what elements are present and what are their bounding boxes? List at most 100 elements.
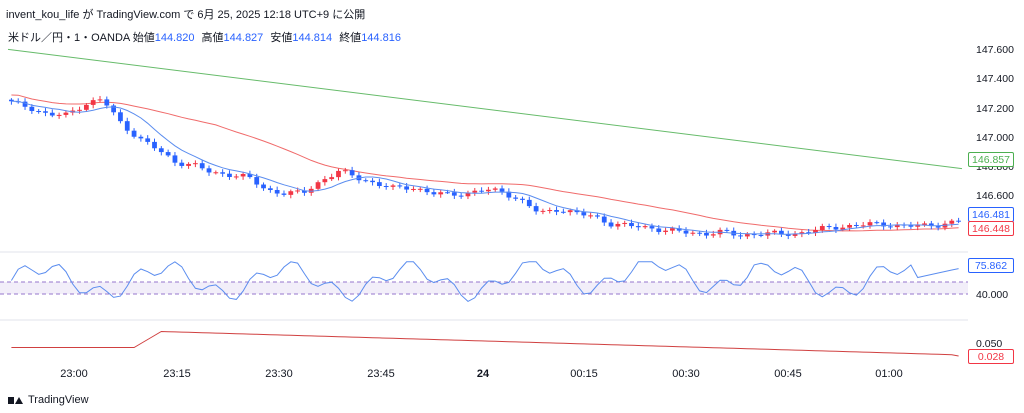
candle-body — [247, 173, 253, 178]
price-tick: 147.400 — [976, 73, 1014, 85]
candle-body — [915, 224, 921, 227]
candle-body — [390, 185, 396, 187]
candle-body — [840, 227, 846, 230]
candle-body — [574, 210, 580, 213]
price-tick: 147.200 — [976, 103, 1014, 115]
candle-body — [560, 211, 566, 213]
candle-body — [492, 188, 498, 190]
candle-body — [397, 185, 403, 187]
candle-body — [874, 222, 880, 224]
candle-body — [670, 228, 675, 231]
candle-body — [649, 226, 655, 229]
candle-body — [738, 235, 743, 237]
candle-body — [131, 130, 137, 137]
candle-body — [424, 188, 430, 193]
candle-body — [724, 229, 730, 231]
candle-body — [363, 180, 369, 182]
candle-body — [690, 232, 696, 234]
candle-body — [179, 162, 185, 166]
candle-body — [935, 226, 941, 228]
candle-body — [124, 121, 130, 131]
candle-body — [540, 210, 546, 212]
time-label: 23:45 — [367, 368, 395, 380]
time-label: 01:00 — [875, 368, 903, 380]
candle-body — [819, 226, 825, 230]
chart-canvas[interactable] — [0, 0, 968, 385]
candle-body — [472, 190, 478, 193]
high-label: 高値 — [201, 32, 224, 44]
symbol-label: 米ドル／円・1・OANDA — [8, 32, 130, 44]
footer-brand[interactable]: TradingView — [8, 394, 89, 406]
price-tick: 146.600 — [976, 190, 1014, 202]
candle-body — [813, 229, 818, 233]
candle-body — [261, 184, 266, 189]
candle-body — [697, 232, 703, 234]
candle-body — [438, 192, 444, 195]
candle-body — [486, 189, 491, 192]
candle-body — [165, 152, 171, 156]
candle-body — [77, 109, 82, 111]
price-axis[interactable]: 147.600 147.400 147.200 147.000 146.800 … — [968, 0, 1024, 380]
candle-body — [635, 226, 641, 228]
candle-body — [908, 225, 914, 227]
tradingview-logo-icon — [8, 396, 24, 405]
candle-body — [676, 228, 682, 231]
candle-body — [581, 212, 587, 216]
candle-body — [595, 215, 600, 217]
candle-body — [240, 173, 246, 177]
candle-body — [615, 223, 621, 227]
rsi-line — [10, 261, 959, 303]
candle-body — [833, 226, 839, 230]
candle-body — [772, 230, 777, 233]
ma-short-badge: 146.481 — [968, 207, 1014, 222]
candle-body — [860, 225, 866, 227]
candle-body — [404, 186, 410, 190]
high-value: 144.827 — [223, 32, 264, 44]
candle-body — [104, 99, 110, 106]
candle-body — [499, 188, 505, 192]
candle-body — [43, 111, 48, 113]
candle-body — [322, 179, 328, 183]
candle-body — [928, 223, 934, 227]
candle-body — [29, 106, 35, 112]
candle-body — [213, 172, 219, 174]
candle-body — [383, 186, 389, 188]
time-label: 00:45 — [774, 368, 802, 380]
candle-body — [22, 101, 28, 107]
time-label: 00:15 — [570, 368, 598, 380]
candle-body — [254, 177, 260, 185]
candle-body — [881, 222, 887, 227]
price-tick: 147.000 — [976, 132, 1014, 144]
candle-body — [227, 173, 232, 177]
candle-body — [56, 114, 62, 116]
close-value: 144.816 — [361, 32, 401, 44]
candle-body — [349, 170, 355, 176]
time-label: 00:30 — [672, 368, 700, 380]
candle-body — [267, 188, 273, 191]
candle-body — [867, 222, 873, 226]
candle-body — [799, 232, 805, 234]
candle-body — [533, 206, 539, 212]
candle-body — [295, 190, 300, 192]
candle-body — [342, 170, 348, 172]
candle-body — [193, 163, 198, 165]
candle-body — [63, 112, 69, 115]
lower-tick: 0.050 — [976, 338, 1003, 350]
candle-body — [479, 190, 484, 192]
candle-body — [806, 232, 812, 234]
candle-body — [281, 193, 287, 195]
candle-body — [90, 100, 96, 105]
candle-body — [751, 234, 757, 236]
candle-body — [779, 230, 784, 235]
low-value: 144.814 — [292, 32, 333, 44]
candle-body — [642, 226, 648, 228]
candle-body — [853, 224, 859, 226]
ma-mid-badge: 146.448 — [968, 221, 1014, 236]
candle-body — [97, 99, 103, 101]
candle-body — [683, 230, 689, 234]
candle-body — [506, 191, 512, 198]
open-value: 144.820 — [154, 32, 195, 44]
candle-body — [622, 222, 628, 224]
candle-body — [199, 163, 205, 169]
candle-body — [152, 141, 157, 149]
